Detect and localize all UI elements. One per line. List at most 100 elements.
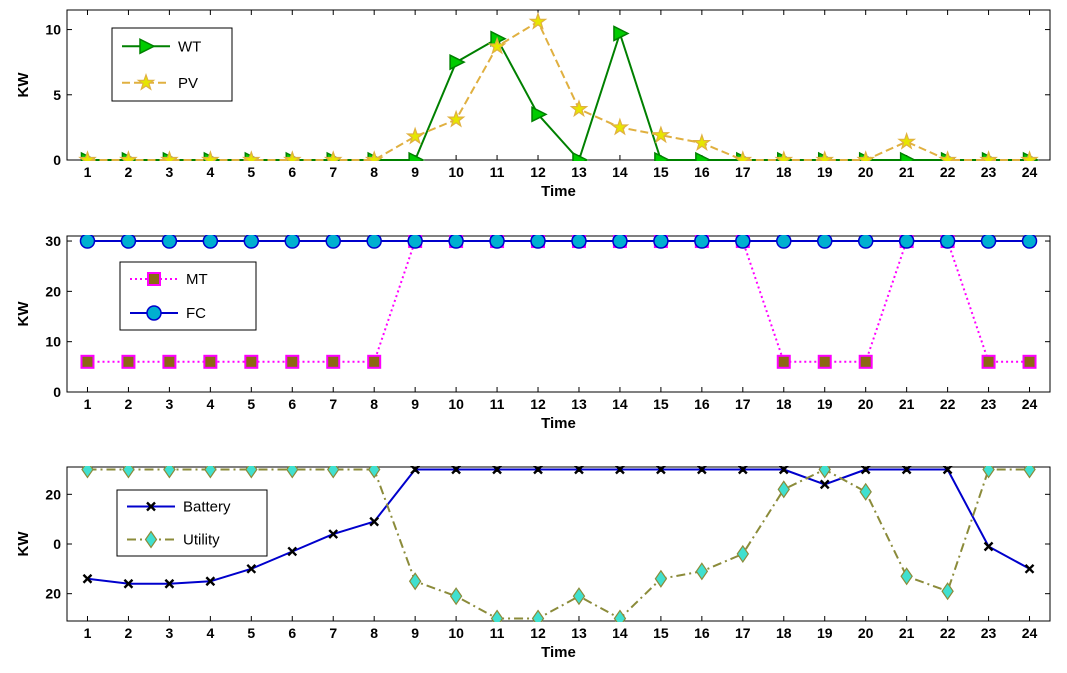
series-utility-point: [777, 480, 790, 499]
series-battery-point: [533, 466, 543, 475]
series-fc-point: [694, 235, 710, 249]
series-mt-point: [817, 354, 832, 369]
series-utility: [81, 466, 1036, 622]
x-tick-label: 12: [530, 625, 546, 641]
x-tick-label: 11: [490, 164, 505, 180]
series-pv-point: [815, 150, 835, 161]
x-tick-label: 7: [329, 625, 337, 641]
series-pv-point: [405, 126, 425, 145]
x-tick-label: 24: [1022, 625, 1038, 641]
series-mt-point: [776, 354, 791, 369]
series-fc-point: [653, 235, 669, 249]
series-utility-point: [859, 482, 872, 501]
subplot-1: 1 2 3 4 5 6 7 8 9 10 11 12 13 14 15 16 17 18 19 20 21 22 23 240…: [15, 9, 1051, 200]
legend-pv-label: PV: [178, 75, 198, 92]
x-tick-label: 23: [981, 396, 997, 412]
y-axis-label: KW: [15, 531, 32, 557]
series-fc-point: [571, 235, 587, 249]
series-battery-point: [942, 466, 953, 475]
x-tick-label: 14: [612, 625, 628, 641]
series-battery-point: [697, 466, 707, 475]
y-tick-label: 0: [53, 152, 61, 168]
x-tick-label: 20: [858, 625, 874, 641]
legend-utility-marker: [144, 530, 158, 549]
series-pv-point: [528, 11, 548, 30]
series-mt-point: [326, 354, 341, 369]
x-tick-label: 24: [1022, 164, 1038, 180]
series-fc-point: [735, 235, 751, 249]
y-tick-label: 0: [53, 536, 61, 552]
series-utility-line: [87, 468, 1030, 620]
series-battery-point: [410, 466, 420, 475]
series-battery-point: [574, 466, 584, 475]
series-fc-point: [1021, 235, 1038, 249]
series-pv-point: [323, 150, 343, 161]
series-pv-point: [160, 150, 179, 161]
x-tick-label: 23: [981, 164, 997, 180]
x-tick-label: 1: [84, 396, 92, 412]
series-pv-point: [938, 150, 957, 161]
legend-mt-marker: [147, 272, 161, 286]
legend-wt-marker: [139, 38, 156, 55]
series-fc: [79, 235, 1038, 249]
x-tick-label: 17: [735, 164, 751, 180]
series-pv-point: [651, 125, 671, 144]
series-battery-point: [246, 563, 257, 574]
x-tick-label: 3: [165, 625, 173, 641]
series-pv-line: [87, 20, 1030, 161]
x-tick-label: 19: [817, 164, 833, 180]
series-wt-point: [449, 53, 466, 71]
series-utility-point: [1023, 466, 1036, 479]
x-tick-label: 3: [165, 164, 173, 180]
x-tick-label: 21: [899, 396, 915, 412]
series-battery-point: [287, 546, 298, 557]
legend-box: [119, 261, 257, 331]
series-utility-point: [572, 587, 586, 606]
series-pv-point: [733, 150, 753, 161]
legend-wt-label: WT: [178, 38, 201, 55]
x-tick-label: 22: [940, 625, 956, 641]
y-tick-label: 20: [45, 586, 61, 602]
series-battery-point: [82, 573, 93, 584]
series-fc-point: [120, 235, 137, 249]
series-pv-point: [200, 150, 220, 161]
x-tick-label: 22: [940, 396, 956, 412]
x-tick-label: 20: [858, 396, 874, 412]
x-tick-label: 21: [899, 164, 915, 180]
series-utility-point: [245, 466, 258, 479]
x-tick-label: 5: [247, 164, 255, 180]
series-fc-point: [898, 235, 915, 249]
x-axis-label: Time: [541, 415, 576, 432]
series-mt-point: [367, 354, 382, 369]
y-tick-label: 10: [45, 334, 61, 350]
series-utility-point: [941, 582, 954, 601]
series-battery-point: [860, 466, 871, 475]
series-utility-point: [531, 609, 545, 622]
series-mt-point: [1022, 354, 1037, 369]
x-tick-label: 17: [735, 396, 751, 412]
y-tick-label: 0: [53, 384, 61, 400]
x-tick-label: 18: [776, 164, 792, 180]
series-fc-point: [284, 235, 301, 249]
x-tick-label: 19: [817, 625, 833, 641]
series-mt-point: [858, 354, 873, 369]
series-utility-point: [327, 466, 340, 479]
series-utility-point: [204, 466, 217, 479]
x-tick-label: 6: [288, 164, 296, 180]
x-tick-label: 24: [1022, 396, 1038, 412]
y-tick-label: 10: [45, 22, 61, 38]
series-battery-point: [205, 576, 216, 587]
series-fc-point: [530, 235, 546, 249]
series-pv-point: [364, 150, 384, 161]
x-tick-label: 10: [448, 625, 464, 641]
series-battery-point: [123, 578, 134, 589]
series-pv-point: [241, 150, 261, 161]
series-battery-line: [87, 468, 1030, 585]
series-utility-point: [449, 587, 463, 606]
x-tick-label: 9: [411, 396, 419, 412]
x-tick-label: 2: [125, 396, 133, 412]
series-mt-point: [203, 354, 218, 369]
series-wt-point: [408, 151, 425, 161]
x-tick-label: 5: [247, 625, 255, 641]
